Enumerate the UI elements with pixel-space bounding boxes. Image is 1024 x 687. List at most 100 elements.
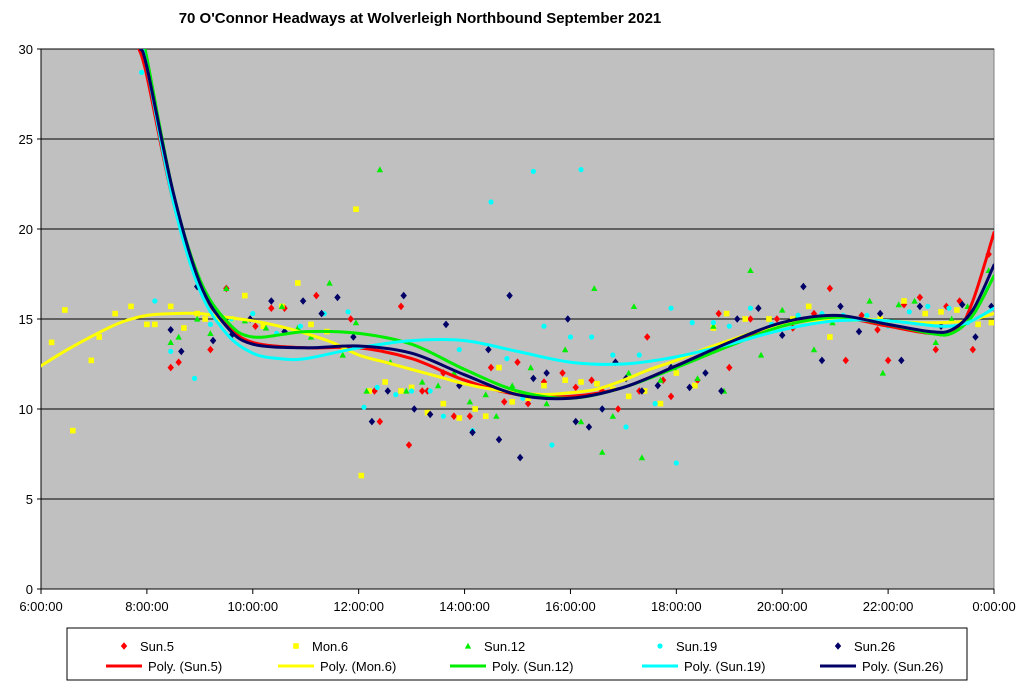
data-point bbox=[630, 303, 638, 309]
data-point bbox=[297, 323, 304, 329]
data-point bbox=[585, 423, 593, 431]
data-point bbox=[943, 302, 950, 311]
data-point bbox=[411, 405, 418, 413]
data-point bbox=[278, 303, 286, 309]
data-point bbox=[959, 300, 966, 309]
data-point bbox=[594, 381, 600, 387]
legend-label: Poly. (Mon.6) bbox=[320, 659, 396, 674]
data-point bbox=[382, 379, 388, 385]
data-point bbox=[419, 378, 426, 385]
data-point bbox=[326, 279, 333, 286]
data-point bbox=[268, 297, 275, 305]
legend-marker bbox=[120, 642, 128, 650]
data-point bbox=[818, 356, 826, 365]
data-point bbox=[506, 291, 513, 300]
data-point bbox=[673, 370, 680, 376]
data-point bbox=[747, 315, 754, 323]
data-point bbox=[504, 356, 510, 362]
data-point bbox=[527, 364, 534, 371]
data-point bbox=[858, 311, 865, 320]
data-point bbox=[366, 388, 373, 394]
data-point bbox=[644, 333, 651, 341]
data-point bbox=[393, 392, 399, 398]
data-point bbox=[178, 347, 185, 356]
data-point bbox=[779, 306, 786, 313]
data-point bbox=[766, 316, 772, 322]
data-point bbox=[810, 346, 818, 353]
data-point bbox=[152, 298, 158, 304]
data-point bbox=[409, 388, 415, 394]
data-point bbox=[564, 315, 571, 323]
data-point bbox=[308, 321, 314, 328]
y-tick-label: 25 bbox=[19, 132, 33, 147]
data-point bbox=[549, 442, 555, 448]
data-point bbox=[501, 398, 508, 406]
data-point bbox=[578, 167, 584, 173]
data-point bbox=[495, 435, 503, 444]
data-point bbox=[252, 322, 259, 330]
data-point bbox=[456, 415, 463, 421]
data-point bbox=[599, 449, 606, 455]
x-tick-label: 8:00:00 bbox=[125, 599, 168, 614]
data-point bbox=[541, 382, 547, 389]
data-point bbox=[128, 303, 134, 310]
data-point bbox=[659, 376, 667, 384]
data-point bbox=[922, 310, 928, 317]
data-point bbox=[191, 375, 198, 381]
data-point bbox=[358, 472, 365, 479]
data-point bbox=[262, 324, 270, 331]
data-point bbox=[440, 400, 447, 407]
data-point bbox=[866, 297, 873, 304]
data-point bbox=[400, 291, 407, 300]
data-point bbox=[541, 323, 547, 329]
legend-marker bbox=[834, 642, 842, 650]
data-point bbox=[350, 333, 357, 341]
data-point bbox=[702, 369, 709, 377]
series-sun-12 bbox=[167, 166, 992, 461]
data-point bbox=[339, 351, 346, 358]
data-point bbox=[948, 315, 955, 322]
data-point bbox=[374, 384, 380, 390]
data-point bbox=[667, 392, 675, 401]
x-tick-label: 12:00:00 bbox=[333, 599, 384, 614]
data-point bbox=[543, 400, 550, 407]
data-point bbox=[397, 302, 405, 311]
data-point bbox=[577, 418, 585, 425]
data-point bbox=[614, 405, 622, 413]
legend-marker bbox=[657, 643, 663, 649]
data-point bbox=[938, 309, 944, 315]
data-point bbox=[692, 382, 698, 389]
legend-label: Poly. (Sun.26) bbox=[862, 659, 943, 674]
data-point bbox=[911, 297, 918, 304]
y-tick-label: 15 bbox=[19, 312, 33, 327]
data-point bbox=[509, 382, 516, 389]
data-point bbox=[540, 378, 548, 386]
data-point bbox=[318, 309, 325, 318]
data-point bbox=[242, 292, 248, 299]
data-point bbox=[516, 453, 524, 462]
data-point bbox=[524, 399, 532, 408]
data-point bbox=[657, 400, 664, 407]
data-point bbox=[488, 199, 494, 205]
data-point bbox=[710, 323, 717, 329]
data-point bbox=[561, 346, 569, 353]
data-point bbox=[427, 388, 433, 394]
data-point bbox=[268, 304, 275, 312]
data-point bbox=[988, 319, 994, 326]
data-point bbox=[352, 319, 360, 326]
data-point bbox=[209, 336, 217, 345]
data-point bbox=[456, 381, 463, 390]
data-point bbox=[668, 305, 674, 311]
data-point bbox=[181, 325, 187, 331]
data-point bbox=[906, 309, 912, 315]
data-point bbox=[167, 339, 174, 345]
legend-label: Mon.6 bbox=[312, 639, 348, 654]
data-point bbox=[207, 321, 214, 327]
data-point bbox=[207, 330, 214, 336]
data-point bbox=[299, 297, 307, 305]
y-tick-label: 30 bbox=[19, 42, 33, 57]
data-point bbox=[88, 357, 95, 364]
data-point bbox=[469, 428, 476, 437]
data-point bbox=[954, 307, 960, 313]
data-point bbox=[424, 409, 431, 416]
